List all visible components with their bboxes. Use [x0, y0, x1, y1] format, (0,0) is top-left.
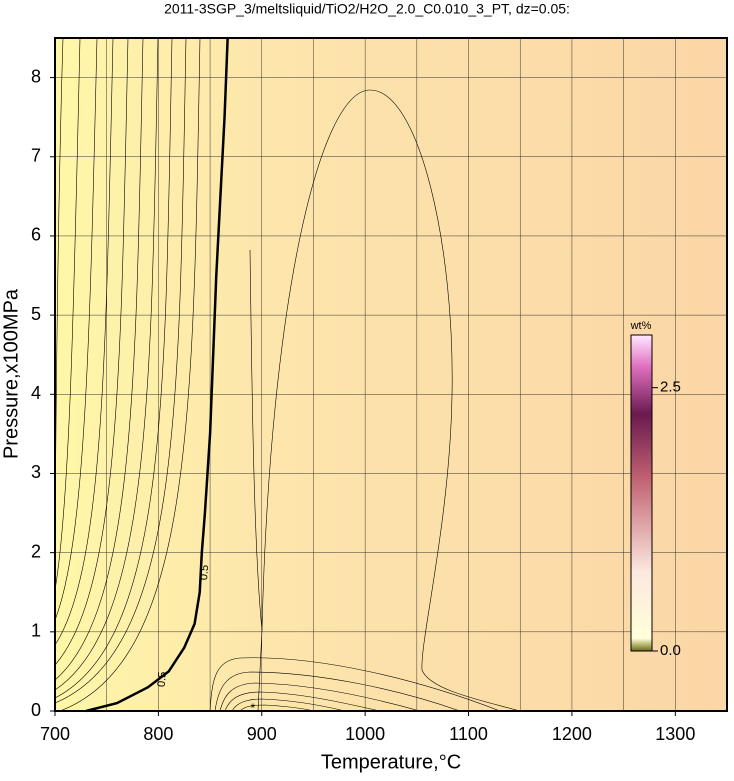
contour-line — [214, 671, 461, 711]
x-tick-label: 1000 — [345, 724, 385, 744]
contour-level-line — [85, 37, 229, 713]
contour-line — [55, 38, 98, 621]
colorbar-tick-label: 2.5 — [660, 379, 681, 396]
marker: * — [251, 701, 256, 715]
contour-line — [59, 38, 201, 711]
contour-line — [231, 698, 346, 711]
x-tick-label: 1300 — [655, 724, 695, 744]
y-tick-label: 5 — [31, 304, 41, 324]
y-tick-label: 7 — [31, 146, 41, 166]
grid — [54, 38, 727, 712]
x-axis-label: Temperature,°C — [321, 751, 461, 773]
contour-line — [55, 38, 114, 646]
contour-line — [55, 38, 173, 699]
contour-line — [249, 249, 263, 711]
x-tick-label: 1100 — [449, 724, 488, 744]
contour-label: 0.5 — [198, 564, 211, 580]
contour-line — [55, 38, 129, 666]
y-tick-label: 1 — [31, 621, 41, 641]
x-tick-label: 1200 — [552, 724, 592, 744]
plot-background — [55, 38, 727, 711]
y-tick-label: 2 — [31, 541, 41, 561]
x-tick-label: 700 — [40, 724, 70, 744]
contour-line — [55, 38, 187, 704]
y-axis-label: Pressure,x100MPa — [0, 288, 22, 459]
colorbar — [630, 334, 653, 652]
colorbar-label: wt% — [630, 320, 652, 332]
contour-line — [55, 38, 81, 591]
contour-label: 0.5 — [156, 671, 169, 687]
x-tick-label: 900 — [247, 724, 277, 744]
contour-line — [209, 657, 501, 711]
y-tick-label: 8 — [31, 66, 41, 86]
chart-title: 2011-3SGP_3/meltsliquid/TiO2/H2O_2.0_C0.… — [164, 1, 570, 17]
contour-line — [224, 691, 381, 711]
x-tick-label: 800 — [143, 724, 173, 744]
contour-line — [239, 704, 316, 711]
plot-frame — [54, 37, 728, 712]
y-tick-label: 0 — [31, 700, 41, 720]
y-tick-label: 3 — [31, 462, 41, 482]
colorbar-tick-label: 0.0 — [660, 642, 681, 659]
contour-line — [219, 682, 421, 711]
y-tick-label: 4 — [31, 383, 41, 403]
contour-line — [55, 38, 159, 691]
contours — [55, 38, 521, 711]
contour-line — [55, 38, 144, 681]
contour-line — [261, 89, 521, 711]
y-tick-label: 6 — [31, 225, 41, 245]
